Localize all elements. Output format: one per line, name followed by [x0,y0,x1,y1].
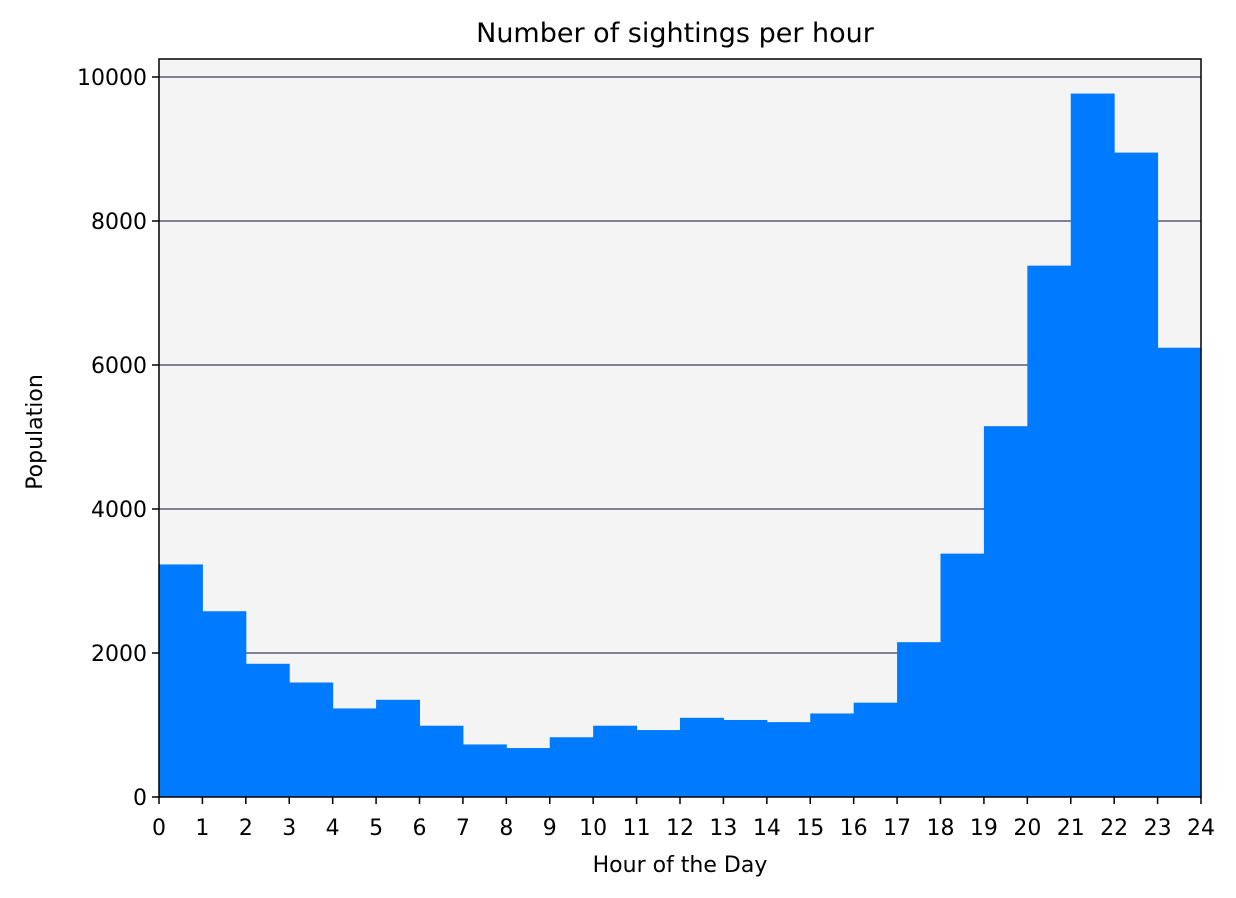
x-tick-label: 11 [623,816,651,841]
x-tick-label: 8 [499,816,513,841]
x-tick-label: 20 [1013,816,1041,841]
bars [159,93,1202,798]
x-tick-label: 13 [709,816,737,841]
x-tick-label: 4 [326,816,340,841]
x-tick-label: 0 [152,816,166,841]
y-tick-label: 4000 [91,498,147,523]
x-tick-label: 18 [927,816,955,841]
histogram-bar [245,663,290,797]
x-tick-label: 6 [413,816,427,841]
x-axis-label: Hour of the Day [593,853,768,878]
histogram-bar [289,682,334,797]
histogram-bar [983,426,1028,797]
histogram-bar [419,725,464,797]
x-tick-label: 22 [1100,816,1128,841]
x-tick-label: 10 [579,816,607,841]
x-tick-label: 15 [796,816,824,841]
x-tick-label: 1 [195,816,209,841]
x-tick-label: 3 [282,816,296,841]
x-tick-label: 14 [753,816,781,841]
histogram-bar [810,713,855,797]
x-tick-label: 5 [369,816,383,841]
x-axis-ticks: 0 1 2 3 4 5 6 7 8 9 10 11 12 13 14 15 16 17 18 19 20 21 22 23 24 [152,797,1215,841]
histogram-bar [462,744,507,797]
histogram-bar [1027,265,1072,797]
histogram-bar [549,737,594,797]
histogram-bar [853,702,898,797]
histogram-bar [159,564,203,797]
histogram-bar [1114,152,1159,798]
x-tick-label: 24 [1187,816,1215,841]
histogram-bar [940,553,985,797]
y-tick-label: 8000 [91,210,147,235]
histogram-bar [1070,93,1115,797]
histogram-bar [680,717,724,797]
y-tick-label: 2000 [91,642,147,667]
x-tick-label: 17 [883,816,911,841]
y-tick-label: 0 [133,786,147,811]
histogram-bar [636,730,681,797]
y-tick-label: 6000 [91,354,147,379]
chart-title: Number of sightings per hour [476,18,875,49]
histogram-bar [376,699,420,797]
y-axis-label: Population [23,374,48,490]
y-axis-ticks: 0 2000 4000 6000 8000 10000 [77,66,159,811]
x-tick-label: 16 [840,816,868,841]
x-tick-label: 12 [666,816,694,841]
histogram-bar [897,642,941,797]
x-tick-label: 21 [1057,816,1085,841]
histogram-bar [766,722,811,797]
y-tick-label: 10000 [77,66,147,91]
histogram-bar [506,748,551,797]
histogram-bar [202,611,247,797]
histogram-bar [593,725,638,797]
histogram-bar [1157,347,1202,797]
x-tick-label: 19 [970,816,998,841]
x-tick-label: 7 [456,816,470,841]
histogram-bar [723,719,768,797]
x-tick-label: 9 [543,816,557,841]
x-tick-label: 2 [239,816,253,841]
histogram-bar [332,708,377,797]
x-tick-label: 23 [1144,816,1172,841]
